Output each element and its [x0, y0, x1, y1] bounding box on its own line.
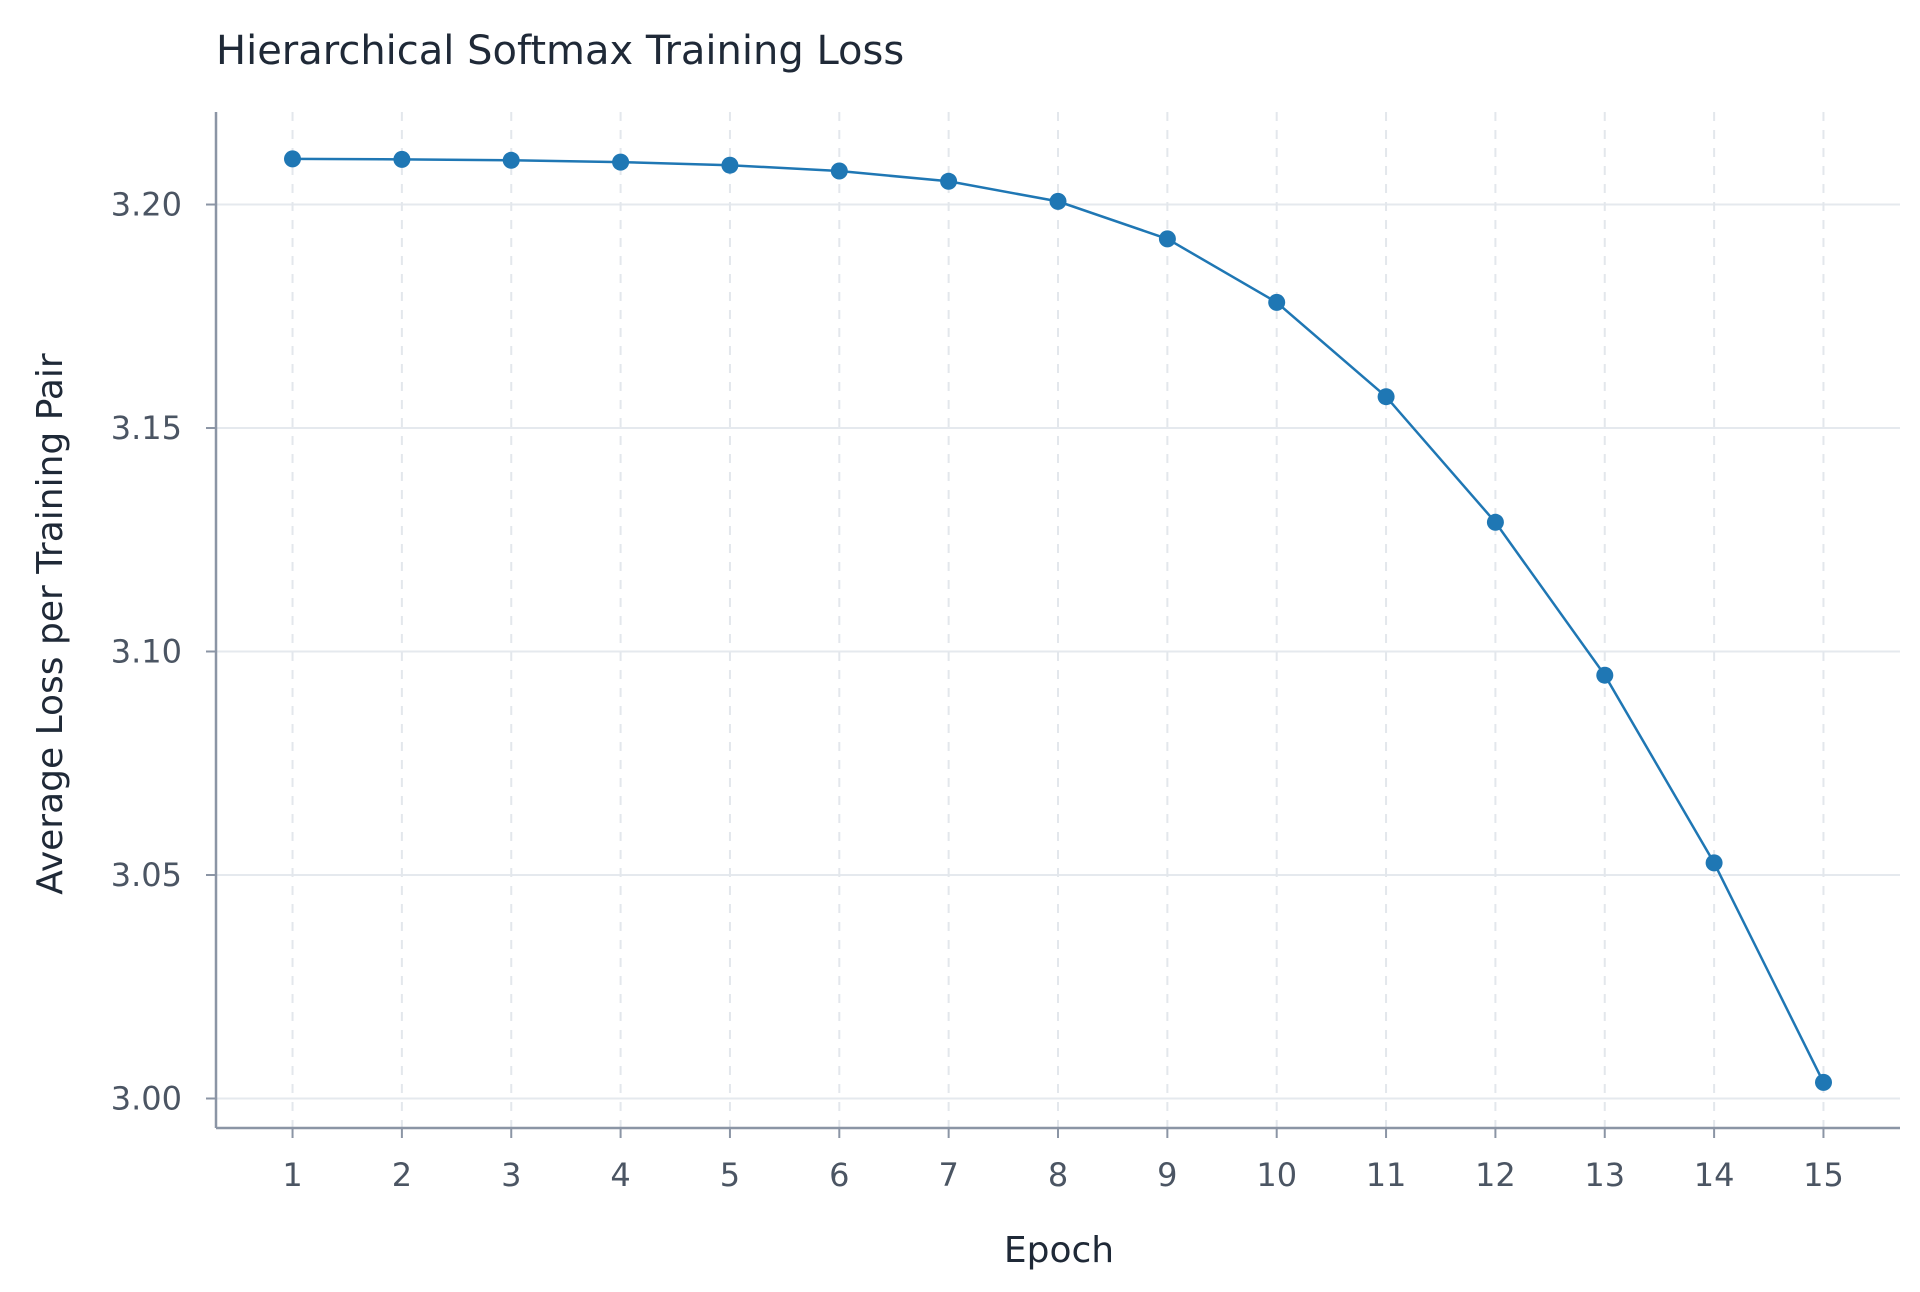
x-tick-label: 13: [1584, 1156, 1625, 1194]
data-point: [721, 156, 739, 174]
data-point: [1705, 854, 1723, 872]
data-point: [1377, 388, 1395, 406]
data-point: [502, 151, 520, 169]
grid: [216, 112, 1900, 1128]
data-point: [1815, 1073, 1832, 1091]
y-tick-label: 3.15: [111, 409, 182, 447]
x-tick-label: 9: [1157, 1156, 1177, 1194]
x-tick-label: 7: [938, 1156, 958, 1194]
y-axis-label: Average Loss per Training Pair: [30, 353, 71, 895]
x-tick-label: 6: [829, 1156, 849, 1194]
x-tick-label: 5: [720, 1156, 740, 1194]
ticks: 1 2 3 4 5 6 7 8 9 10 11 12 13 14 153.003.053.103.153.2…: [111, 186, 1844, 1194]
data-point: [1268, 293, 1286, 311]
data-point: [393, 150, 411, 168]
x-tick-label: 8: [1048, 1156, 1068, 1194]
data-point: [940, 172, 958, 190]
x-tick-label: 10: [1256, 1156, 1297, 1194]
chart-title: Hierarchical Softmax Training Loss: [216, 28, 904, 74]
series: [284, 150, 1832, 1091]
y-tick-label: 3.10: [111, 633, 182, 671]
x-tick-label: 11: [1366, 1156, 1407, 1194]
data-point: [612, 153, 630, 171]
x-tick-label: 15: [1803, 1156, 1844, 1194]
data-point: [1486, 513, 1504, 531]
x-tick-label: 12: [1475, 1156, 1516, 1194]
x-tick-label: 1: [282, 1156, 302, 1194]
x-axis-label: Epoch: [1004, 1230, 1114, 1271]
y-tick-label: 3.00: [111, 1079, 182, 1117]
data-point: [284, 150, 301, 168]
data-point: [1158, 230, 1176, 248]
x-tick-label: 14: [1694, 1156, 1735, 1194]
y-tick-label: 3.05: [111, 856, 182, 894]
data-point: [1049, 192, 1067, 210]
x-tick-label: 2: [392, 1156, 412, 1194]
data-point: [830, 162, 848, 180]
y-tick-label: 3.20: [111, 186, 182, 224]
data-point: [1596, 666, 1614, 684]
x-tick-label: 3: [501, 1156, 521, 1194]
x-tick-label: 4: [610, 1156, 630, 1194]
